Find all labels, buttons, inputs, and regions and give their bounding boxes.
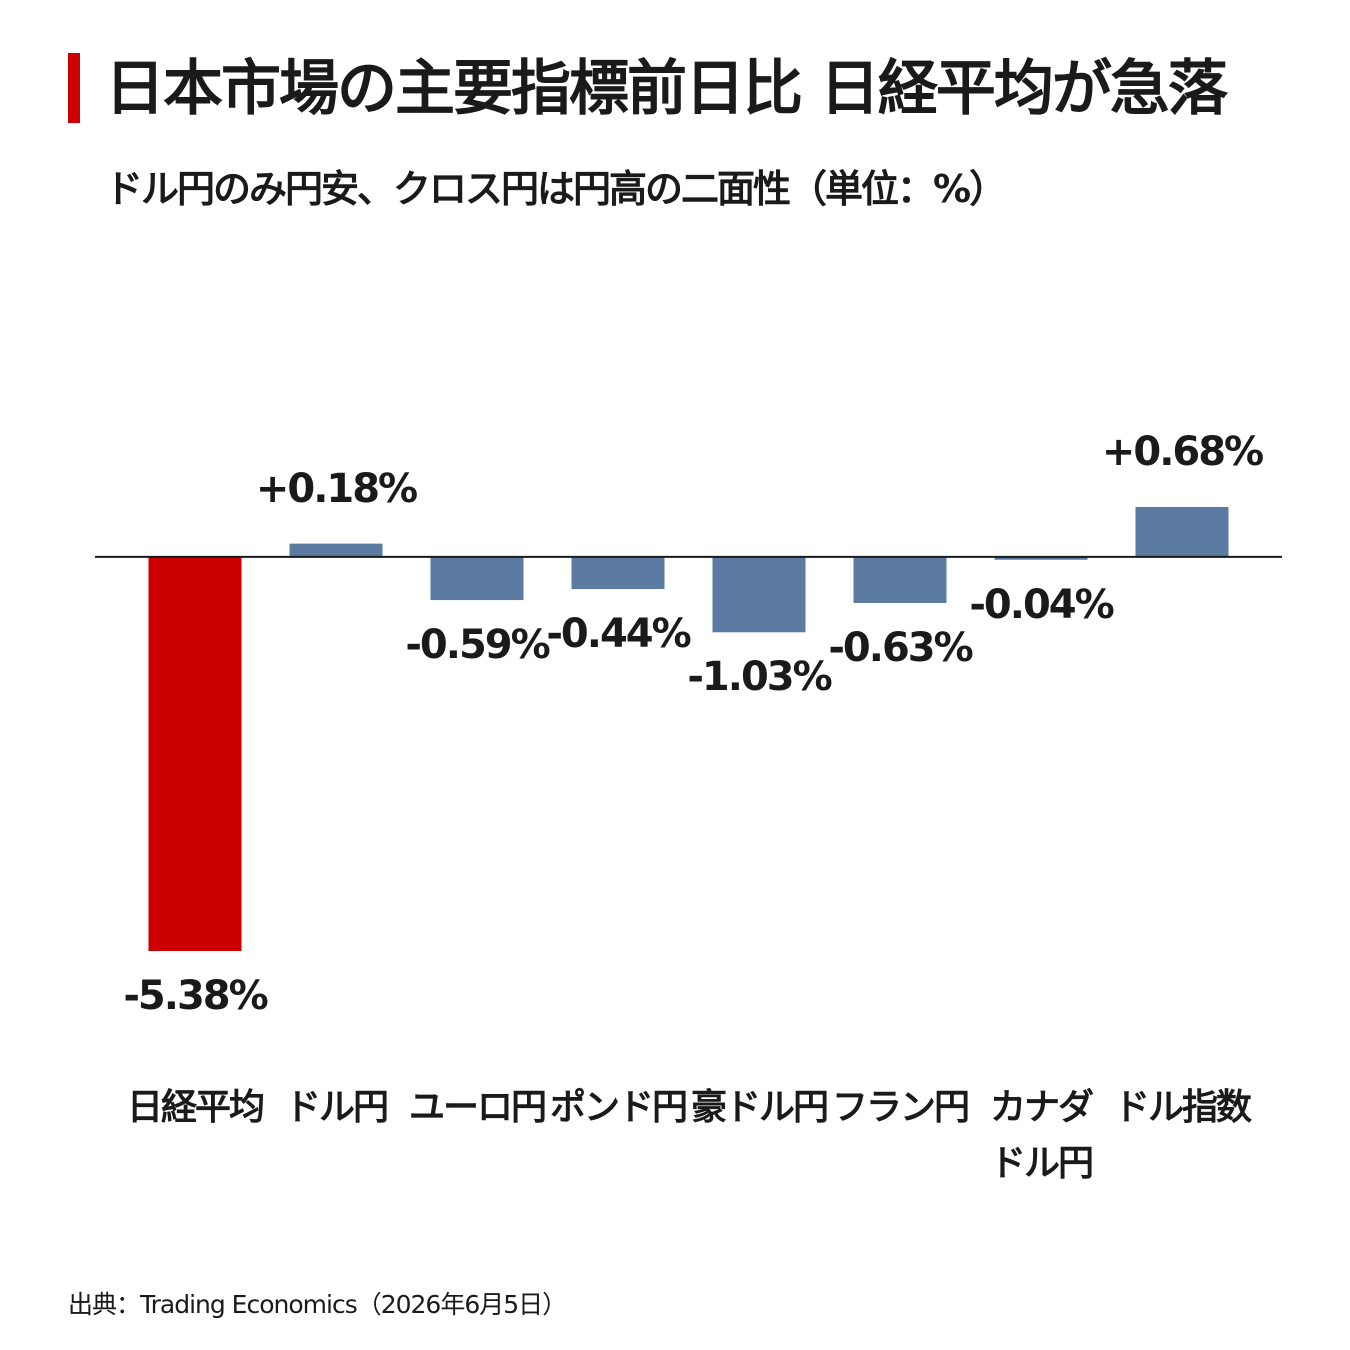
value-label: +0.18% <box>255 465 418 512</box>
value-label: +0.68% <box>1101 429 1264 475</box>
value-label: -5.38% <box>123 973 268 1019</box>
bar <box>289 543 383 557</box>
x-tick-label: フラン円 <box>831 1087 970 1128</box>
bar <box>994 556 1088 560</box>
x-tick-label: ドル円 <box>284 1087 389 1128</box>
bar <box>1135 507 1229 557</box>
x-tick-label: ポンド円 <box>549 1087 688 1128</box>
x-tick-label: カナダ ドル円 <box>989 1087 1094 1184</box>
source-note: 出典：Trading Economics（2026年6月5日） <box>68 1290 567 1319</box>
x-tick-label: ドル指数 <box>1113 1087 1252 1128</box>
value-label: -0.63% <box>828 624 973 671</box>
x-tick-label: 豪ドル円 <box>690 1087 829 1128</box>
title-accent <box>68 53 80 123</box>
value-label: -1.03% <box>687 654 832 701</box>
chart-title: 日本市場の主要指標前日比 日経平均が急落 <box>105 54 1228 124</box>
x-tick-label: ユーロ円 <box>408 1087 547 1128</box>
x-tick-label: 日経平均 <box>126 1087 265 1128</box>
value-label: -0.44% <box>546 611 691 658</box>
chart-subtitle: ドル円のみ円安、クロス円は円高の二面性（単位：%） <box>105 167 1007 211</box>
bar <box>430 556 524 601</box>
value-label: -0.59% <box>405 622 550 669</box>
bar <box>571 556 665 590</box>
bar <box>148 556 242 951</box>
bar <box>853 556 947 603</box>
bar <box>712 556 806 633</box>
value-label: -0.04% <box>969 581 1114 628</box>
